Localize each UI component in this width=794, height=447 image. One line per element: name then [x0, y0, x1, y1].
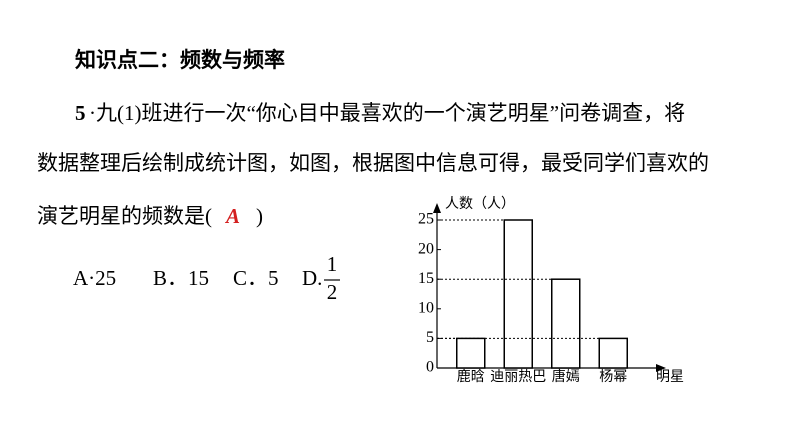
question-line: 数据整理后绘制成统计图，如图，根据图中信息可得，最受同学们喜欢的 — [37, 151, 709, 175]
bar — [598, 337, 628, 369]
y-tick-label: 10 — [418, 299, 434, 316]
y-tick-label: 0 — [426, 359, 434, 376]
y-tick-label: 20 — [418, 240, 434, 257]
x-axis-label: 明星 — [656, 370, 684, 385]
bar — [503, 219, 533, 369]
x-axis-arrow — [656, 364, 666, 372]
x-tick-label: 杨幂 — [599, 369, 627, 385]
question-line: ·九(1)班进行一次“你心目中最喜欢的一个演艺明星”问卷调查，将 — [89, 101, 685, 125]
bar — [551, 278, 581, 369]
fraction-numerator: 1 — [327, 252, 338, 276]
heading: 知识点二：频数与频率 — [75, 48, 285, 72]
y-tick-label: 15 — [418, 270, 434, 287]
answer: A — [224, 204, 240, 228]
y-tick-label: 25 — [418, 211, 434, 228]
option: A·25 — [73, 266, 116, 290]
x-tick-label: 唐嫣 — [552, 368, 580, 385]
option: B．15 — [153, 266, 209, 290]
y-axis-arrow — [433, 203, 441, 213]
chart: 人数（人） 明星 0 5 10 15 20 25 鹿晗 迪丽热巴 唐嫣 杨幂 — [418, 196, 684, 385]
option: C．5 — [233, 266, 279, 290]
question-line: 演艺明星的频数是( — [37, 204, 212, 228]
y-tick-label: 5 — [426, 329, 434, 346]
y-axis-label: 人数（人） — [445, 196, 515, 212]
x-tick-label: 鹿晗 — [457, 368, 485, 385]
question-close: ) — [256, 204, 263, 228]
question-number: 5 — [75, 101, 86, 125]
bar — [456, 337, 486, 369]
option: D. — [302, 266, 322, 290]
x-tick-label: 迪丽热巴 — [490, 369, 546, 385]
fraction-denominator: 2 — [327, 280, 338, 304]
